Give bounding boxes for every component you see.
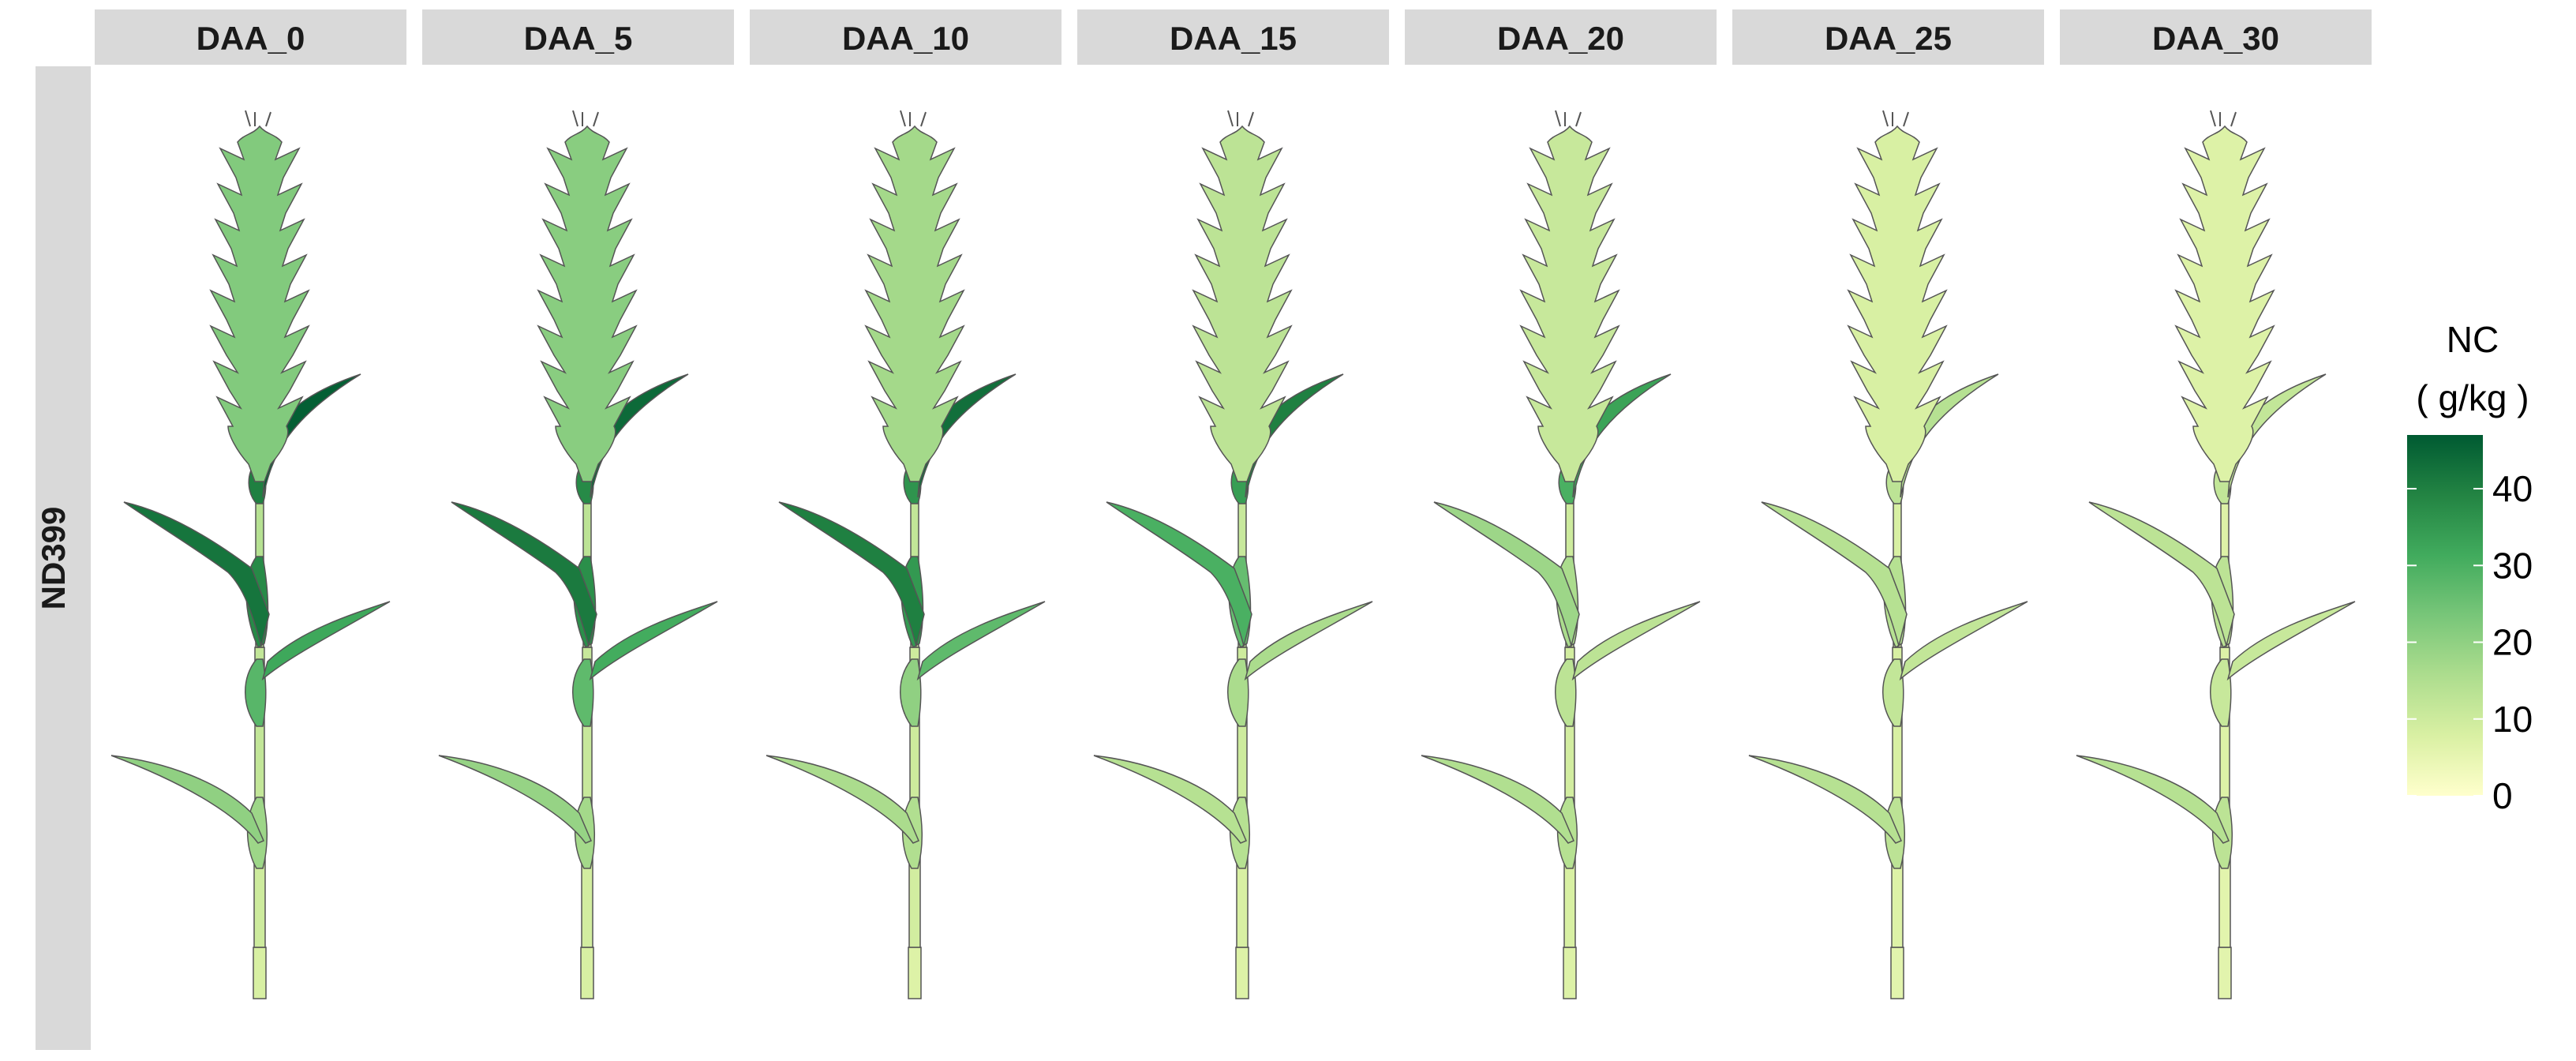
internode-4 — [1563, 947, 1577, 999]
internode-4 — [2218, 947, 2232, 999]
facet-strip — [1077, 9, 1389, 65]
facet-strip — [1732, 9, 2044, 65]
leaf-4 — [1093, 755, 1247, 844]
spike — [1847, 125, 1948, 482]
leaf-2 — [1761, 501, 1908, 648]
facet-strip-label: DAA_15 — [1170, 20, 1297, 57]
awns — [572, 110, 599, 127]
awns — [1882, 110, 1909, 127]
legend-title: NC — [2447, 319, 2499, 360]
leaf-3 — [916, 601, 1046, 681]
leaf-3 — [1244, 601, 1373, 681]
internode-4 — [1235, 947, 1249, 999]
facet-panel: DAA_5 — [422, 9, 734, 999]
internode-4 — [1890, 947, 1904, 999]
sheath-3 — [245, 658, 267, 727]
facet-strip-label: DAA_0 — [197, 20, 305, 57]
legend-tick-label: 0 — [2492, 775, 2513, 816]
leaf-4 — [1421, 755, 1574, 844]
facet-strip-label: DAA_30 — [2152, 20, 2279, 57]
facet-panel: DAA_20 — [1405, 9, 1717, 999]
spike — [209, 125, 310, 482]
leaf-4 — [1748, 755, 1902, 844]
leaf-2 — [1433, 501, 1580, 648]
leaf-2 — [451, 501, 597, 648]
row-strip — [36, 66, 91, 1050]
sheath-3 — [572, 658, 594, 727]
leaf-3 — [589, 601, 718, 681]
awns — [900, 110, 927, 127]
leaf-2 — [1106, 501, 1252, 648]
legend-tick-label: 10 — [2492, 699, 2533, 740]
facet-strip-label: DAA_20 — [1497, 20, 1624, 57]
facet-strip-label: DAA_5 — [524, 20, 633, 57]
awns — [1227, 110, 1254, 127]
legend-colorbar — [2407, 435, 2483, 796]
legend-tick-label: 30 — [2492, 545, 2533, 586]
legend: NC ( g/kg ) 0 10 20 30 40 — [2407, 319, 2533, 816]
facet-strip — [750, 9, 1061, 65]
leaf-2 — [778, 501, 925, 648]
sheath-3 — [1882, 658, 1904, 727]
facet-strip — [1405, 9, 1717, 65]
sheath-3 — [900, 658, 922, 727]
sheath-3 — [1555, 658, 1577, 727]
facet-strip — [422, 9, 734, 65]
awns — [1555, 110, 1582, 127]
leaf-2 — [123, 501, 270, 648]
spike — [2174, 125, 2275, 482]
awns — [245, 110, 271, 127]
leaf-3 — [261, 601, 391, 681]
internode-4 — [253, 947, 267, 999]
legend-unit: ( g/kg ) — [2416, 377, 2529, 418]
leaf-3 — [2226, 601, 2356, 681]
awns — [2210, 110, 2237, 127]
row-strip-label: ND399 — [35, 507, 72, 610]
leaf-4 — [766, 755, 919, 844]
facet-panel: DAA_30 — [2060, 9, 2372, 999]
spike — [1192, 125, 1293, 482]
leaf-3 — [1571, 601, 1701, 681]
facet-strip — [2060, 9, 2372, 65]
facet-panel: DAA_25 — [1732, 9, 2044, 999]
legend-ticks: 0 10 20 30 40 — [2407, 468, 2533, 816]
legend-tick-label: 40 — [2492, 468, 2533, 509]
leaf-4 — [2076, 755, 2230, 844]
facet-strip — [95, 9, 406, 65]
leaf-3 — [1899, 601, 2028, 681]
sheath-3 — [2210, 658, 2232, 727]
facet-panel: DAA_15 — [1077, 9, 1389, 999]
spike — [1519, 125, 1620, 482]
internode-4 — [580, 947, 594, 999]
leaf-2 — [2088, 501, 2235, 648]
facet-panel: DAA_0 — [95, 9, 406, 999]
leaf-4 — [110, 755, 264, 844]
facet-strip-label: DAA_10 — [842, 20, 969, 57]
spike — [864, 125, 965, 482]
leaf-4 — [438, 755, 592, 844]
spike — [537, 125, 638, 482]
facet-panels: DAA_0 DAA_5 DAA_10 DAA_15 DAA_20 DAA_25 DAA_30 — [95, 9, 2372, 999]
facet-strip-label: DAA_25 — [1825, 20, 1952, 57]
internode-4 — [908, 947, 922, 999]
legend-tick-label: 20 — [2492, 622, 2533, 663]
sheath-3 — [1227, 658, 1249, 727]
facet-panel: DAA_10 — [750, 9, 1061, 999]
